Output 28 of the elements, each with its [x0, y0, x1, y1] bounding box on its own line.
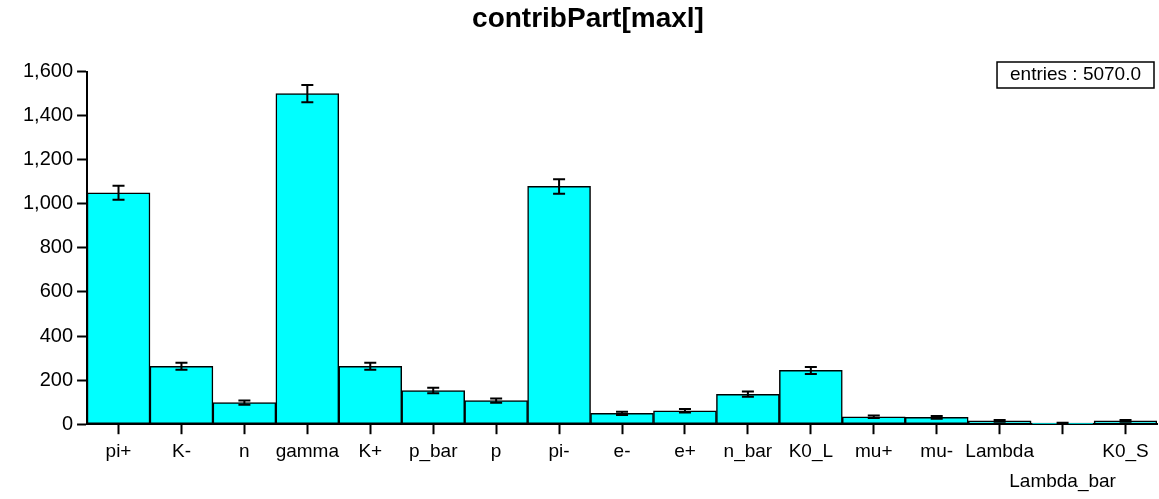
x-tick-label: e- — [613, 439, 631, 461]
x-tick-label: K- — [171, 439, 191, 461]
x-tick-label: K+ — [358, 439, 383, 461]
x-tick-label: mu+ — [855, 439, 893, 461]
y-tick-label: 1,400 — [22, 103, 74, 126]
y-tick-label: 800 — [39, 235, 74, 258]
x-tick-label: mu- — [920, 439, 954, 461]
y-tick-label: 200 — [39, 367, 74, 390]
x-tick-label: Lambda_bar — [1009, 470, 1117, 493]
x-tick-label: p — [490, 439, 502, 461]
x-tick-label: e+ — [674, 439, 696, 461]
y-tick-label: 600 — [39, 279, 74, 302]
x-tick-label: K0_L — [788, 439, 834, 462]
annotation: entries : 5070.0 — [1010, 63, 1141, 85]
x-tick-label: K0_S — [1102, 439, 1149, 462]
x-tick-label: p_bar — [408, 439, 459, 462]
y-tick-label: 1,000 — [22, 191, 74, 214]
x-tick-label: gamma — [275, 439, 340, 461]
y-tick-label: 0 — [61, 411, 74, 434]
y-tick-label: 400 — [39, 323, 74, 346]
x-tick-label: pi+ — [105, 439, 132, 461]
x-tick-label: Lambda — [965, 439, 1035, 461]
chart-title: contribPart[maxl] — [472, 1, 704, 33]
y-tick-label: 1,600 — [22, 59, 74, 82]
y-tick-label: 1,200 — [22, 147, 74, 170]
x-tick-label: n_bar — [723, 439, 773, 462]
x-tick-label: pi- — [548, 439, 570, 461]
x-tick-label: n — [239, 439, 250, 461]
